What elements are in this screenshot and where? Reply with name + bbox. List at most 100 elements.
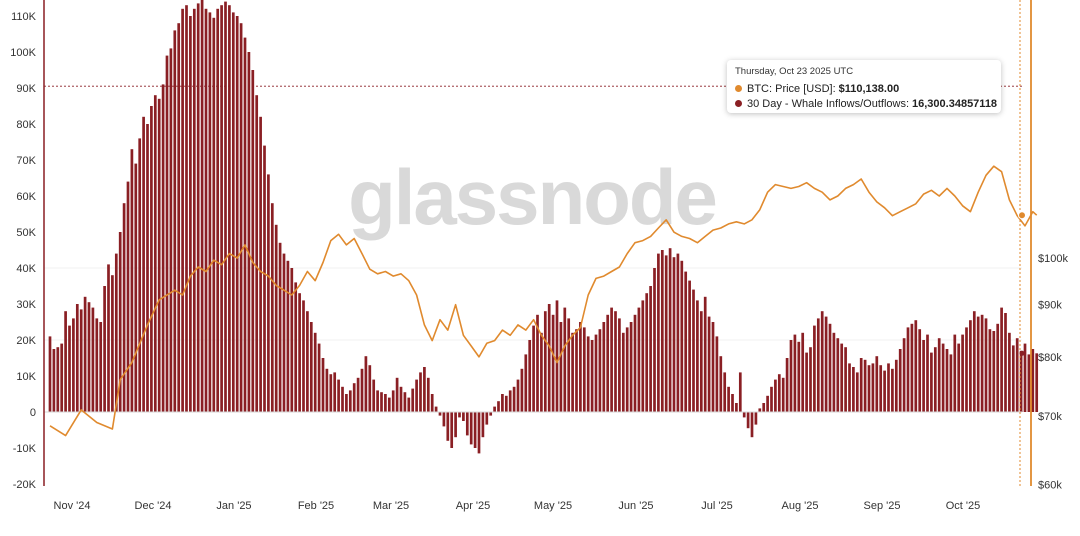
whale-flow-bar: [255, 95, 259, 412]
whale-flow-bar: [485, 412, 489, 425]
whale-flow-bar: [1031, 349, 1035, 412]
left-tick-label: 70K: [16, 155, 36, 167]
whale-flow-bar: [664, 255, 668, 412]
whale-flow-bar: [274, 224, 278, 412]
whale-flow-bar: [715, 336, 719, 412]
whale-flow-bar: [325, 368, 329, 412]
whale-flow-bar: [345, 394, 348, 412]
left-tick-label: 80K: [16, 119, 36, 131]
right-tick-label: $70k: [1038, 411, 1062, 423]
whale-flow-bar: [228, 5, 231, 412]
whale-flow-bar: [699, 311, 703, 412]
whale-flow-bar: [1023, 343, 1027, 412]
whale-flow-bar: [567, 318, 571, 412]
whale-flow-bar: [933, 347, 937, 412]
whale-flow-bar: [894, 359, 898, 412]
whale-flow-bar: [302, 300, 305, 412]
whale-flow-bar: [586, 336, 590, 412]
right-tick-label: $60k: [1038, 480, 1062, 492]
whale-flow-bar: [142, 116, 145, 413]
whale-flow-bar: [723, 372, 727, 412]
whale-flow-bar: [309, 322, 313, 412]
whale-flow-bar: [216, 8, 220, 413]
whale-flow-bar: [809, 347, 812, 412]
whale-flow-bar: [766, 395, 769, 412]
whale-flow-bar: [469, 412, 473, 445]
whale-flow-bar: [547, 304, 551, 412]
whale-flow-bar: [575, 329, 578, 412]
whale-flow-bar: [637, 307, 641, 412]
whale-flow-bar: [649, 286, 652, 412]
whale-flow-bar: [489, 412, 493, 416]
whale-flow-bar: [372, 379, 376, 412]
whale-flow-bar: [762, 403, 766, 412]
whale-flow-bar: [458, 412, 461, 418]
whale-flow-bar: [972, 311, 976, 412]
whale-flow-bar: [368, 365, 372, 412]
x-tick-label: Dec '24: [135, 500, 172, 512]
whale-flow-bar: [477, 412, 481, 454]
left-tick-label: 30K: [16, 299, 36, 311]
whale-flow-bar: [259, 116, 262, 413]
whale-flow-bar: [816, 318, 820, 412]
whale-flow-bar: [543, 311, 547, 412]
right-tick-label: $100k: [1038, 253, 1068, 265]
whale-flow-bar: [157, 98, 161, 413]
left-tick-label: 90K: [16, 83, 36, 95]
whale-flow-bar: [212, 17, 216, 413]
whale-flow-bar: [902, 338, 906, 412]
whale-flow-bar: [969, 320, 972, 412]
whale-flow-bar: [415, 379, 418, 412]
whale-flow-bar: [844, 347, 847, 412]
whale-flow-bar: [801, 332, 805, 412]
whale-flow-bar: [984, 318, 988, 412]
whale-flow-bar: [220, 5, 223, 412]
whale-flow-bar: [777, 374, 781, 412]
whale-flow-bar: [758, 408, 762, 412]
whale-flow-bar: [138, 138, 142, 412]
whale-flow-bar: [1000, 307, 1003, 412]
whale-flow-bar: [465, 412, 469, 436]
whale-flow-bar: [317, 343, 321, 412]
whale-flow-bar: [430, 394, 434, 412]
whale-flow-bar: [107, 264, 110, 412]
whale-flow-bar: [672, 257, 676, 412]
whale-flow-bar: [333, 372, 337, 412]
whale-flow-bars: [48, 0, 1039, 454]
whale-flow-bar: [746, 412, 750, 429]
whale-flow-bar: [1015, 338, 1019, 412]
tooltip-price-value: $110,138.00: [838, 82, 900, 95]
whale-flow-bar: [910, 323, 914, 412]
whale-flow-bar: [852, 367, 855, 412]
whale-flow-bar: [980, 314, 984, 412]
whale-flow-bar: [235, 16, 239, 412]
whale-flow-bar: [438, 412, 442, 416]
whale-flow-bar: [52, 349, 56, 412]
whale-flow-bar: [598, 329, 602, 412]
whale-flow-bar: [419, 372, 422, 412]
whale-flow-bar: [395, 377, 399, 412]
x-tick-label: Sep '25: [864, 500, 901, 512]
whale-flow-bar: [337, 379, 340, 412]
whale-flow-bar: [926, 334, 929, 412]
whale-flow-bar: [290, 268, 294, 412]
whale-flow-bar: [855, 372, 859, 412]
whale-flow-bar: [797, 341, 801, 412]
whale-flow-bar: [707, 316, 711, 412]
whale-flow-bar: [508, 390, 512, 412]
whale-flow-bar: [668, 248, 672, 412]
whale-flow-bar: [360, 368, 364, 412]
whale-flow-bar: [208, 12, 212, 413]
whale-flow-bar: [306, 311, 309, 412]
x-tick-label: Apr '25: [456, 500, 491, 512]
btc-price-line: [49, 165, 1038, 437]
whale-flow-bar: [590, 340, 594, 412]
whale-flow-bar: [403, 392, 407, 412]
x-tick-label: Oct '25: [946, 500, 981, 512]
whale-flow-bar: [114, 253, 118, 412]
whale-flow-bar: [446, 412, 450, 441]
whale-flow-bar: [594, 334, 598, 412]
whale-flow-bar: [887, 363, 890, 412]
whale-flow-bar: [836, 338, 840, 412]
whale-flow-bar: [922, 340, 925, 412]
